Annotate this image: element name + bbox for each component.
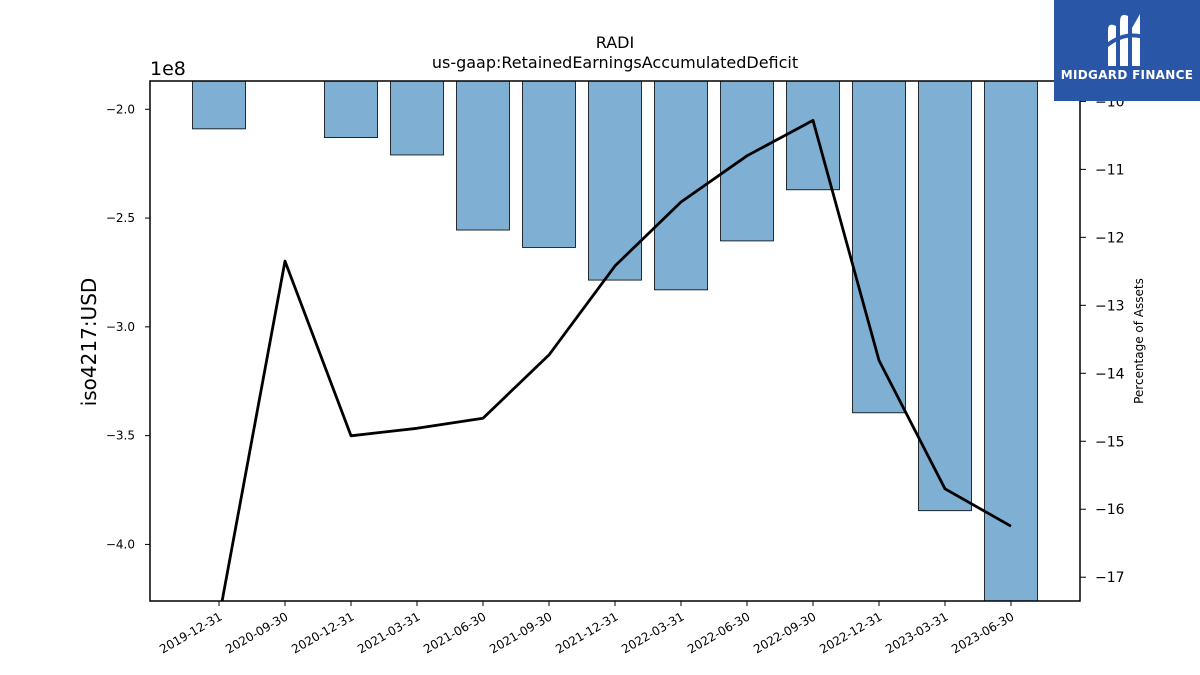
bar-2020-12-31 xyxy=(324,80,378,138)
bar-2022-03-31 xyxy=(654,80,708,291)
x-tick-label: 2021-06-30 xyxy=(421,609,488,656)
bar-2023-06-30 xyxy=(984,80,1038,602)
x-tick-label: 2022-06-30 xyxy=(685,609,752,656)
bar-series xyxy=(192,80,1038,602)
bar-2021-12-31 xyxy=(588,80,642,281)
y2-axis-ticks: −10−11−12−13−14−15−16−17 xyxy=(1080,94,1125,586)
x-tick-label: 2020-09-30 xyxy=(223,609,290,656)
bar-2022-06-30 xyxy=(720,80,774,242)
y-axis-label: iso4217:USD xyxy=(77,278,101,407)
chart-subtitle: us-gaap:RetainedEarningsAccumulatedDefic… xyxy=(432,53,798,72)
x-tick-label: 2019-12-31 xyxy=(157,609,224,656)
bar-2019-12-31 xyxy=(192,80,246,130)
y2-tick-label: −15 xyxy=(1095,434,1125,450)
plot-frame xyxy=(149,80,1081,602)
x-tick-label: 2023-06-30 xyxy=(949,609,1016,656)
midgard-logo-icon xyxy=(1104,14,1147,66)
line-series xyxy=(220,119,1012,602)
y-offset-label: 1e8 xyxy=(150,58,186,80)
y2-tick-label: −13 xyxy=(1095,298,1125,314)
bar-2021-03-31 xyxy=(390,80,444,156)
x-tick-label: 2022-09-30 xyxy=(751,609,818,656)
y-tick-label: −3.5 xyxy=(106,429,135,443)
logo-text: MIDGARD FINANCE xyxy=(1060,68,1194,82)
bar-2021-06-30 xyxy=(456,80,510,231)
y-tick-label: −2.5 xyxy=(106,211,135,225)
x-tick-label: 2022-12-31 xyxy=(817,609,884,656)
x-axis-ticks: 2019-12-312020-09-302020-12-312021-03-31… xyxy=(157,601,1017,656)
chart-title: RADI xyxy=(596,33,634,52)
brand-logo: MIDGARD FINANCE xyxy=(1054,0,1200,101)
x-tick-label: 2020-12-31 xyxy=(289,609,356,656)
y-tick-label: −2.0 xyxy=(106,102,135,116)
y2-tick-label: −16 xyxy=(1095,502,1125,518)
x-tick-label: 2023-03-31 xyxy=(883,609,950,656)
bar-2021-09-30 xyxy=(522,80,576,248)
y2-tick-label: −17 xyxy=(1095,570,1125,586)
bar-2022-09-30 xyxy=(786,80,840,191)
y-tick-label: −3.0 xyxy=(106,320,135,334)
bar-2023-03-31 xyxy=(918,80,972,512)
percentage-line xyxy=(220,119,1012,602)
y-tick-label: −4.0 xyxy=(106,537,135,551)
y-axis-ticks: −2.0 −2.5 −3.0 −3.5 −4.0 xyxy=(106,102,150,551)
x-tick-label: 2021-03-31 xyxy=(355,609,422,656)
x-tick-label: 2021-12-31 xyxy=(553,609,620,656)
y2-tick-label: −11 xyxy=(1095,162,1125,178)
x-tick-label: 2022-03-31 xyxy=(619,609,686,656)
y2-tick-label: −12 xyxy=(1095,230,1125,246)
y2-axis-label: Percentage of Assets xyxy=(1132,278,1146,404)
y2-tick-label: −14 xyxy=(1095,366,1125,382)
x-tick-label: 2021-09-30 xyxy=(487,609,554,656)
